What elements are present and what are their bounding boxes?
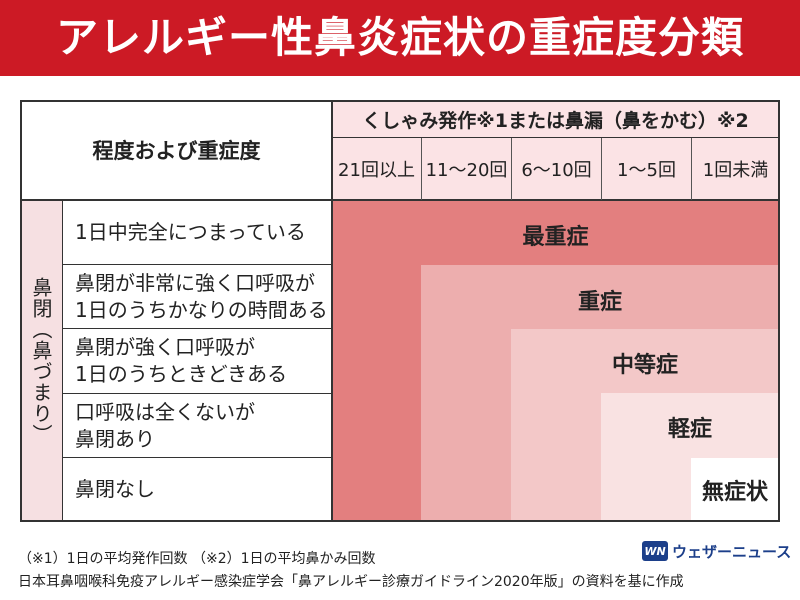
divider-row-group [62,200,63,522]
divider-header-bottom [20,199,780,201]
title-banner [0,0,800,76]
row-label-1: 1日中完全につまっている [75,220,306,244]
row-label-3: 鼻閉が強く口呼吸が 1日のうちときどきある [75,334,288,386]
divider-col-2 [511,138,512,200]
row-group-label: 鼻閉（鼻づまり） [29,276,53,445]
severity-label-mild: 軽症 [667,417,712,442]
footnote-source: 日本耳鼻咽喉科免疫アレルギー感染症学会「鼻アレルギー診療ガイドライン2020年版… [18,574,684,590]
weathernews-logo: WN ウェザーニュース [642,540,791,562]
row-label-5: 鼻閉なし [75,477,155,501]
column-header-11-20: 11〜20回 [425,159,508,181]
column-group-header-bg [332,101,779,199]
divider-group-label [332,137,780,138]
divider-row-1 [62,264,332,265]
divider-row-2 [62,328,332,329]
corner-label: 程度および重症度 [92,139,261,163]
divider-col-1 [421,138,422,200]
column-header-1-5: 1〜5回 [617,159,676,181]
row-group-label-bg [21,200,62,521]
divider-row-3 [62,393,332,394]
weathernews-logo-text: ウェザーニュース [672,542,792,561]
page-title: アレルギー性鼻炎症状の重症度分類 [55,13,744,62]
divider-col-3 [601,138,602,200]
divider-row-4 [62,457,332,458]
table-border [20,100,780,522]
severity-label-severe: 重症 [577,290,622,315]
column-header-under-1: 1回未満 [702,159,769,181]
severity-none: 無症状 [691,458,779,521]
footnote-definitions: （※1）1日の平均発作回数 （※2）1日の平均鼻かみ回数 [18,551,376,567]
weathernews-logo-icon: WN [642,541,668,561]
row-label-2: 鼻閉が非常に強く口呼吸が 1日のうちかなりの時間ある [75,270,328,322]
row-label-4: 口呼吸は全くないが 鼻閉あり [75,399,255,451]
severity-label-moderate: 中等症 [611,353,678,378]
severity-label-none: 無症状 [701,479,768,505]
severity-label-most-severe: 最重症 [522,225,589,250]
column-header-21-plus: 21回以上 [338,159,415,181]
divider-corner-right [331,100,333,522]
column-group-label: くしゃみ発作※1または鼻漏（鼻をかむ）※2 [362,109,749,132]
divider-col-4 [691,138,692,200]
column-header-6-10: 6〜10回 [521,159,592,181]
